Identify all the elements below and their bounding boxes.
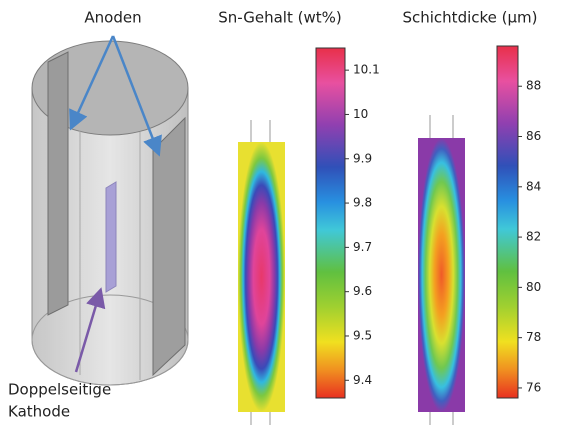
label: Anoden (84, 9, 141, 27)
tick-label: 9.8 (353, 196, 372, 210)
tick-label: 9.7 (353, 240, 372, 254)
tick-label: 76 (526, 380, 541, 394)
heatmap (238, 142, 285, 412)
tick-label: 78 (526, 330, 541, 344)
figure: Anoden Doppelseitige Kathode Sn-Gehalt (… (0, 0, 579, 426)
cylinder (32, 41, 188, 385)
label: Kathode (8, 403, 70, 421)
tick-label: 9.4 (353, 373, 372, 387)
tick-label: 9.5 (353, 328, 372, 342)
label: Doppelseitige (8, 381, 111, 399)
tick-label: 84 (526, 179, 541, 193)
colorbar (316, 48, 345, 398)
tick-label: 88 (526, 79, 541, 93)
tick-label: 9.6 (353, 284, 372, 298)
panel-title: Sn-Gehalt (wt%) (218, 9, 341, 27)
cathode (106, 182, 116, 292)
tick-label: 82 (526, 230, 541, 244)
tick-label: 9.9 (353, 151, 372, 165)
anode-right (153, 118, 185, 375)
panel-title: Schichtdicke (µm) (402, 9, 537, 27)
tick-label: 80 (526, 280, 541, 294)
heatmap (418, 138, 465, 412)
tick-label: 10.1 (353, 63, 380, 77)
colorbar (497, 46, 518, 398)
tick-label: 86 (526, 129, 541, 143)
tick-label: 10 (353, 107, 368, 121)
anode-left (48, 52, 68, 315)
